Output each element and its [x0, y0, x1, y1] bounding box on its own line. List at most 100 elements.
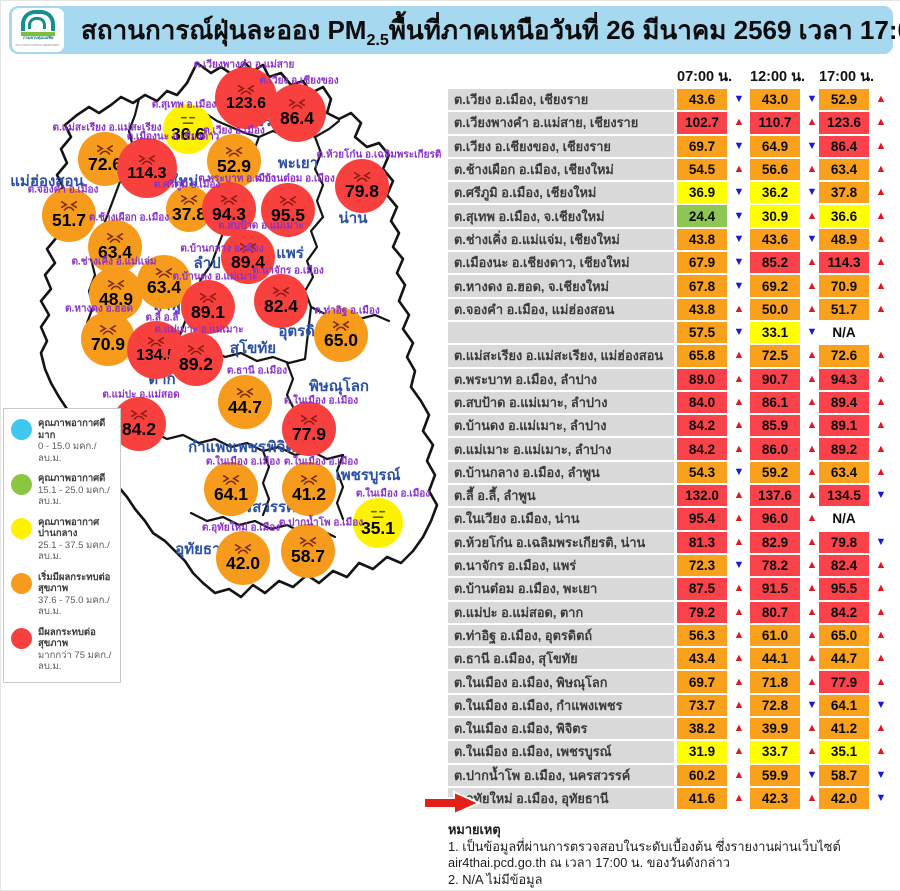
pm-value-cell: 31.9 — [677, 741, 727, 763]
station-label: ต.ศรีภูมิ อ.เมือง — [153, 179, 221, 191]
table-row: ต.เมืองนะ อ.เชียงดาว, เชียงใหม่ 67.9 ▼ 85.2… — [448, 252, 893, 274]
legend-color-dot — [11, 572, 32, 594]
pcd-logo: กรมควบคุมมลพิษ POLLUTION CONTROL DEPARTM… — [12, 8, 64, 52]
trend-up-icon: ▲ — [875, 582, 887, 595]
station-label: ต.ในเมือง อ.เมือง — [205, 456, 281, 468]
angry-face-icon — [286, 98, 308, 110]
station-label: ต.แม่เมาะ อ.แม่เมาะ — [154, 324, 244, 336]
trend-down-icon: ▼ — [875, 768, 887, 781]
map-marker: 89.1 — [181, 280, 235, 334]
pm-value-cell: 72.6 — [819, 345, 869, 367]
trend-up-icon: ▲ — [875, 675, 887, 688]
trend-up-icon: ▲ — [875, 163, 887, 176]
marker-value: 64.1 — [213, 484, 249, 505]
pm-value-cell: 48.9 — [819, 228, 869, 251]
legend-range: 37.6 - 75.0 มคก./ลบ.ม. — [38, 594, 110, 618]
table-row: ต.พระบาท อ.เมือง, ลำปาง 89.0 ▲ 90.7 ▲ 94.3 ▲ — [448, 368, 893, 390]
map-marker: 82.4 — [254, 274, 308, 328]
table-row: 57.5 ▼ 33.1 ▼ N/A — [448, 321, 893, 344]
pm-value-cell: 84.2 — [677, 438, 727, 460]
legend-range: มากกว่า 75 มคก./ลบ.ม. — [38, 649, 112, 673]
map-marker: 79.8 — [335, 159, 389, 213]
marker-value: 123.6 — [225, 95, 267, 112]
pm-value-cell: 64.1 — [819, 694, 869, 717]
pm-value-cell: 70.9 — [819, 275, 869, 297]
pm-value-cell: 71.8 — [750, 671, 800, 693]
pm-value-cell: 90.7 — [750, 368, 800, 390]
legend-label: คุณภาพอากาศปานกลาง — [38, 516, 100, 540]
station-label: ต.บ้านกลาง อ.เมือง — [180, 243, 264, 255]
pm-value-cell: 30.9 — [750, 205, 800, 227]
pm-value-cell: 96.0 — [750, 508, 800, 530]
trend-down-icon: ▼ — [806, 698, 818, 711]
station-label: ต.บ้านต๋อม อ.เมือง — [255, 173, 335, 185]
highlight-arrow-icon — [423, 790, 481, 816]
station-name-cell — [448, 321, 674, 344]
marker-value: 84.2 — [121, 419, 157, 440]
pm-value-cell: 52.9 — [819, 89, 869, 111]
table-row: ต.ในเมือง อ.เมือง, พิจิตร 38.2 ▲ 39.9 ▲ 41.2 ▲ — [448, 718, 893, 740]
trend-up-icon: ▲ — [733, 628, 745, 641]
station-name-cell: ต.สบป้าด อ.แม่เมาะ, ลำปาง — [448, 391, 674, 414]
pm-value-cell: 86.4 — [819, 135, 869, 157]
pm-value-cell: 137.6 — [750, 485, 800, 507]
marker-value: 42.0 — [225, 553, 261, 574]
trend-up-icon: ▲ — [875, 232, 887, 245]
trend-down-icon: ▼ — [733, 256, 745, 269]
table-row: ต.ในเมือง อ.เมือง, เพชรบูรณ์ 31.9 ▲ 33.7 ▲ 35… — [448, 741, 893, 763]
trend-up-icon: ▲ — [875, 419, 887, 432]
trend-down-icon: ▼ — [875, 698, 887, 711]
marker-value: 72.6 — [87, 154, 123, 175]
table-row: ต.ในเมือง อ.เมือง, พิษณุโลก 69.7 ▲ 71.8 ▲ 77.… — [448, 671, 893, 693]
pm-value-cell: 65.8 — [677, 345, 727, 367]
pm-value-cell: 54.3 — [677, 461, 727, 484]
map-marker: 41.2 — [282, 462, 336, 516]
angry-face-icon — [218, 194, 240, 206]
pm-value-cell: 43.4 — [677, 648, 727, 670]
trend-up-icon: ▲ — [806, 792, 818, 805]
trend-down-icon: ▼ — [733, 465, 745, 478]
legend-color-dot — [11, 419, 32, 440]
pm-value-cell: 56.3 — [677, 624, 727, 647]
table-row: ต.แม่ปะ อ.แม่สอด, ตาก 79.2 ▲ 80.7 ▲ 84.2 ▲ — [448, 601, 893, 623]
station-name-cell: ต.ธานี อ.เมือง, สุโขทัย — [448, 648, 674, 670]
station-name-cell: ต.เวียง อ.เมือง, เชียงราย — [448, 89, 674, 111]
legend-texts: มีผลกระทบต่อสุขภาพ มากกว่า 75 มคก./ลบ.ม. — [38, 627, 115, 673]
pm-value-cell: 84.2 — [819, 601, 869, 623]
trend-up-icon: ▲ — [806, 372, 818, 385]
marker-value: 86.4 — [279, 108, 315, 129]
station-label: ต.ช่างเคิ่ง อ.แม่แจ่ม — [71, 256, 157, 268]
pm-value-cell: 43.8 — [677, 228, 727, 251]
station-name-cell: ต.บ้านต๋อม อ.เมือง, พะเยา — [448, 578, 674, 600]
pm-value-cell: 82.4 — [819, 554, 869, 577]
station-name-cell: ต.ห้วยโก๋น อ.เฉลิมพระเกียรติ, น่าน — [448, 531, 674, 553]
station-name-cell: ต.ในเมือง อ.เมือง, พิจิตร — [448, 718, 674, 740]
map-marker: 94.3 — [202, 182, 256, 236]
trend-up-icon: ▲ — [875, 186, 887, 199]
legend-label: มีผลกระทบต่อสุขภาพ — [38, 626, 96, 650]
station-label: ต.ท่าอิฐ อ.เมือง — [314, 305, 380, 317]
marker-value: 63.4 — [97, 242, 133, 263]
table-row: ต.ธานี อ.เมือง, สุโขทัย 43.4 ▲ 44.1 ▲ 44.7 ▲ — [448, 648, 893, 670]
map-marker: 35.1 — [353, 498, 403, 548]
marker-value: 89.4 — [230, 252, 266, 273]
trend-up-icon: ▲ — [806, 559, 818, 572]
province-label: พะเยา — [277, 155, 319, 172]
pm-value-cell: 44.1 — [750, 648, 800, 670]
legend-color-dot — [11, 517, 32, 539]
angry-face-icon — [136, 154, 158, 165]
legend-item: คุณภาพอากาศดี 15.1 - 25.0 มคก./ลบ.ม. — [11, 473, 115, 508]
marker-value: 79.8 — [344, 181, 380, 202]
station-name-cell: ต.อุทัยใหม่ อ.เมือง, อุทัยธานี — [448, 787, 674, 810]
pm-value-cell: 80.7 — [750, 601, 800, 623]
trend-up-icon: ▲ — [875, 349, 887, 362]
trend-up-icon: ▲ — [875, 722, 887, 735]
pm-value-cell: 42.0 — [819, 787, 869, 810]
angry-face-icon — [270, 286, 292, 298]
station-name-cell: ต.เวียงพางคำ อ.แม่สาย, เชียงราย — [448, 112, 674, 134]
trend-up-icon: ▲ — [806, 302, 818, 315]
trend-down-icon: ▼ — [806, 326, 818, 339]
page-title: สถานการณ์ฝุ่นละออง PM2.5พื้นที่ภาคเหนือว… — [81, 14, 900, 49]
station-label: ต.ช้างเผือก อ.เมือง — [88, 212, 170, 224]
pm-value-cell: 84.0 — [677, 391, 727, 414]
